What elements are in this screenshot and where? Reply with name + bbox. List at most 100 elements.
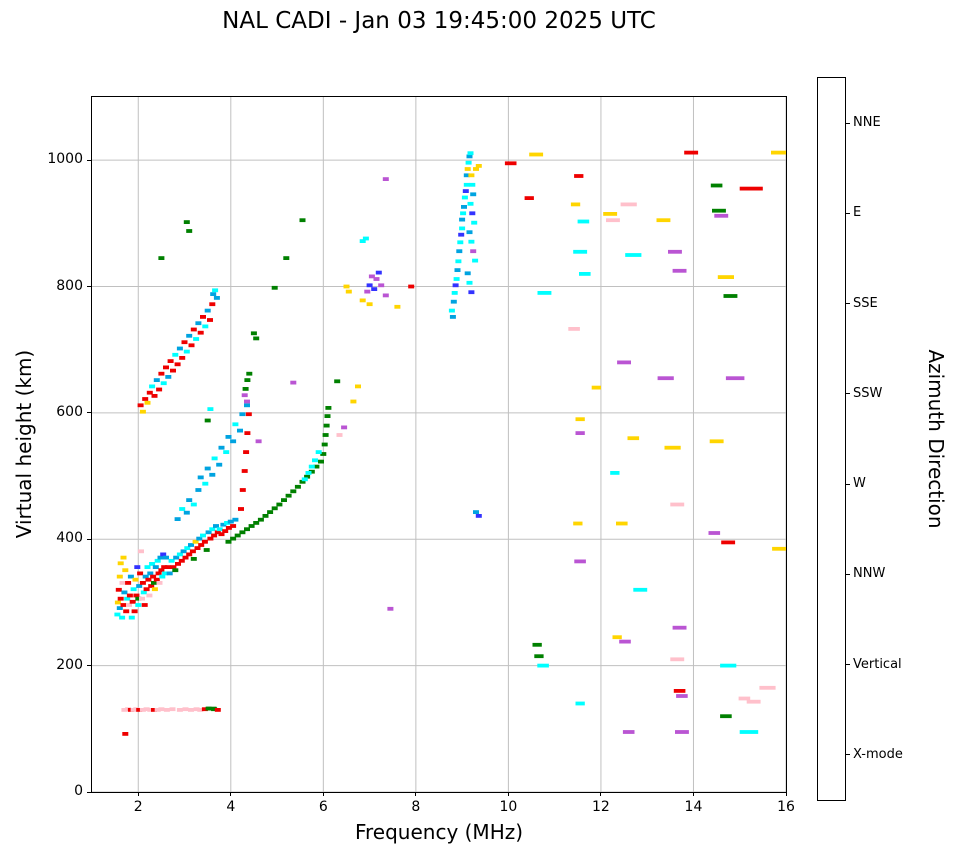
echo-point — [212, 288, 219, 293]
echo-point — [524, 196, 534, 200]
echo-point — [136, 708, 143, 712]
y-tick-mark — [87, 791, 91, 793]
x-tick-label: 2 — [133, 799, 143, 815]
x-tick-mark — [692, 792, 694, 796]
echo-point — [135, 596, 142, 601]
echo-point — [394, 304, 401, 309]
echo-point — [591, 385, 601, 390]
echo-point — [142, 397, 149, 401]
echo-point — [721, 540, 736, 545]
y-tick-label: 1000 — [47, 151, 83, 168]
echo-point — [244, 378, 251, 382]
echo-point — [408, 284, 415, 289]
echo-point — [197, 475, 204, 480]
echo-point — [188, 343, 195, 348]
echo-point — [181, 340, 188, 345]
echo-point — [211, 533, 218, 538]
colorbar-category-label: SSW — [853, 385, 883, 401]
echo-point — [710, 183, 723, 188]
echo-point — [359, 298, 366, 303]
echo-point — [148, 584, 155, 588]
echo-point — [378, 283, 385, 288]
echo-point — [124, 596, 131, 601]
echo-point — [180, 549, 187, 554]
echo-point — [159, 574, 166, 579]
echo-point — [324, 414, 331, 418]
echo-point — [182, 707, 189, 712]
x-tick-mark — [322, 792, 324, 796]
echo-point — [218, 532, 225, 537]
echo-point — [245, 412, 252, 417]
echo-point — [473, 167, 479, 171]
echo-point — [720, 663, 737, 668]
echo-point — [218, 445, 225, 450]
echo-point — [139, 581, 146, 585]
echo-point — [136, 584, 143, 588]
echo-point — [739, 186, 763, 191]
echo-point — [290, 380, 297, 385]
colorbar-category-label: NNE — [853, 115, 881, 131]
colorbar-category-label: E — [853, 205, 862, 221]
echo-point — [196, 536, 203, 541]
echo-point — [128, 615, 135, 620]
echo-point — [184, 546, 191, 550]
echo-point — [150, 574, 157, 579]
echo-point — [373, 277, 380, 281]
echo-point — [238, 507, 244, 511]
echo-point — [285, 493, 292, 498]
echo-point — [121, 590, 128, 595]
echo-point — [165, 375, 172, 379]
x-tick-mark — [137, 792, 139, 796]
echo-point — [204, 466, 211, 471]
echo-point — [166, 571, 173, 576]
echo-point — [193, 337, 200, 341]
echo-point — [151, 587, 158, 592]
echo-point — [213, 524, 219, 528]
echo-point — [271, 285, 278, 290]
echo-point — [668, 249, 682, 254]
echo-point — [470, 249, 477, 254]
echo-point — [462, 189, 469, 193]
echo-point — [197, 708, 204, 712]
echo-point — [469, 182, 476, 187]
echo-point — [312, 458, 318, 463]
echo-point — [122, 568, 129, 573]
echo-point — [158, 371, 165, 376]
echo-point — [627, 436, 640, 441]
echo-point — [204, 308, 211, 313]
echo-point — [458, 232, 465, 237]
echo-point — [164, 565, 171, 569]
echo-point — [537, 291, 552, 295]
echo-point — [453, 277, 460, 281]
echo-point — [676, 694, 688, 698]
echo-point — [575, 417, 585, 422]
echo-point — [200, 533, 206, 538]
echo-point — [158, 568, 165, 573]
echo-point — [142, 574, 149, 579]
x-tick-label: 4 — [226, 799, 236, 815]
echo-point — [471, 220, 478, 225]
echo-point — [190, 557, 197, 561]
echo-point — [315, 450, 322, 454]
echo-point — [195, 321, 202, 326]
echo-point — [117, 561, 124, 566]
echo-point — [468, 173, 475, 178]
echo-point — [257, 517, 264, 522]
echo-point — [178, 558, 185, 563]
echo-point — [616, 521, 628, 526]
echo-point — [463, 173, 470, 178]
colorbar-tick-mark — [846, 573, 850, 575]
echo-point — [137, 571, 144, 576]
echo-point — [290, 489, 297, 494]
colorbar-tick-mark — [846, 122, 850, 124]
echo-point — [464, 167, 471, 171]
echo-point — [132, 577, 139, 582]
echo-point — [131, 609, 138, 614]
echo-point — [207, 318, 213, 322]
echo-point — [156, 581, 163, 585]
echo-point — [195, 488, 202, 492]
echo-point — [267, 510, 274, 514]
echo-point — [167, 359, 174, 363]
echo-point — [320, 452, 327, 456]
echo-point — [140, 590, 147, 595]
